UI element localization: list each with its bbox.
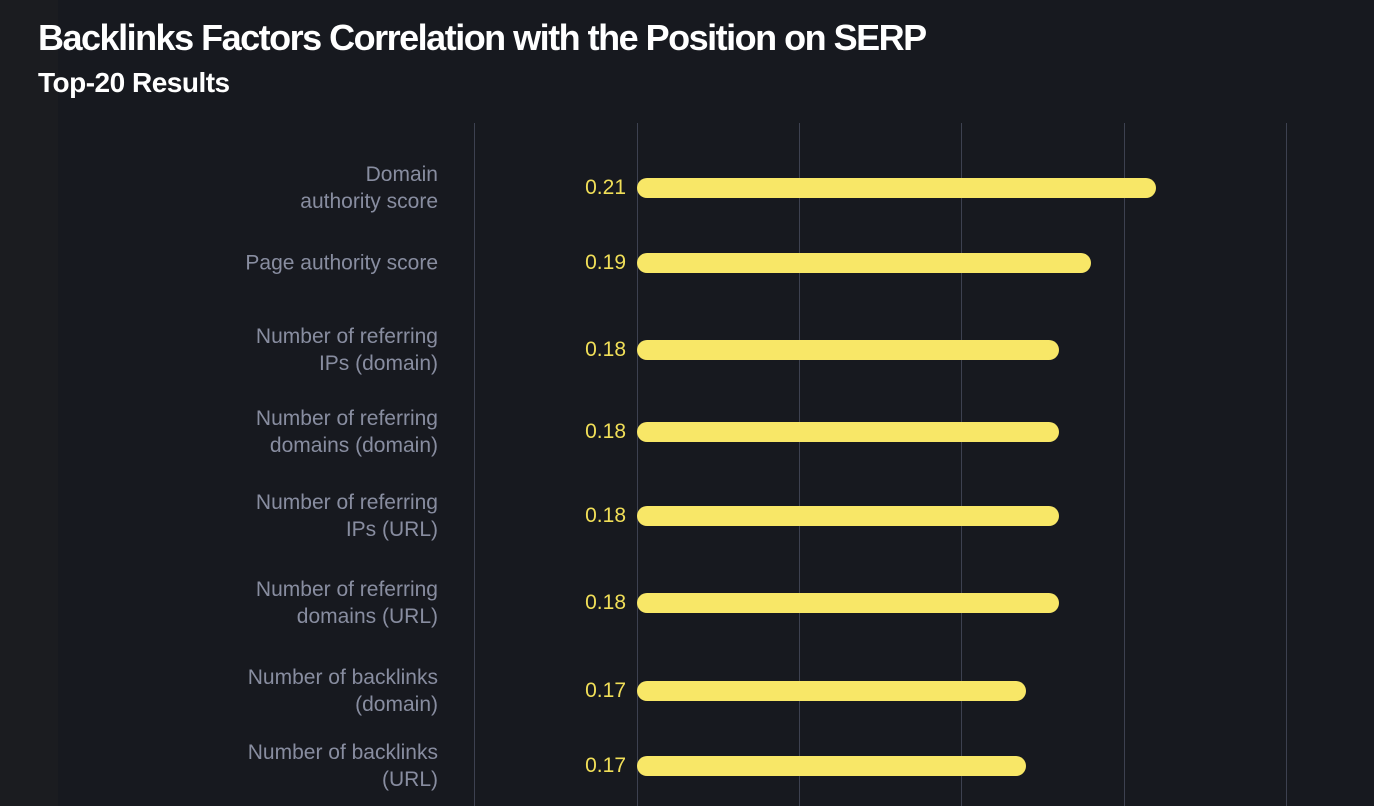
category-label: Page authority score [245, 251, 438, 275]
bar-value-label: 0.18 [585, 420, 626, 443]
bar [636, 681, 1027, 701]
bar-value-label: 0.17 [585, 679, 626, 702]
bar [636, 756, 1027, 776]
gridline [961, 123, 963, 806]
category-label: Number of backlinks (domain) [247, 666, 438, 716]
bar-value-label: 0.17 [585, 754, 626, 777]
bar [636, 593, 1059, 613]
category-label: Number of backlinks (URL) [247, 741, 438, 791]
category-label: Number of referring domains (domain) [255, 407, 438, 457]
category-label: Number of referring IPs (domain) [255, 325, 438, 375]
bar [636, 340, 1059, 360]
bar [636, 422, 1059, 442]
bar [636, 506, 1059, 526]
gridline [1123, 123, 1125, 806]
gridline [636, 123, 638, 806]
gridline [798, 123, 800, 806]
category-label: Number of referring IPs (URL) [255, 491, 438, 541]
bar [636, 253, 1092, 273]
gridline [474, 123, 475, 806]
bar-value-label: 0.18 [585, 591, 626, 614]
category-label: Domain authority score [300, 163, 438, 213]
bar-value-label: 0.19 [585, 251, 626, 274]
category-label: Number of referring domains (URL) [255, 578, 438, 628]
gridline [1286, 123, 1288, 806]
bar-value-label: 0.21 [585, 176, 626, 199]
chart-title: Backlinks Factors Correlation with the P… [38, 17, 927, 58]
bar-value-label: 0.18 [585, 338, 626, 361]
bar [636, 178, 1157, 198]
bar-value-label: 0.18 [585, 504, 626, 527]
plot-background [58, 0, 1374, 806]
chart-subtitle: Top-20 Results [38, 67, 230, 98]
